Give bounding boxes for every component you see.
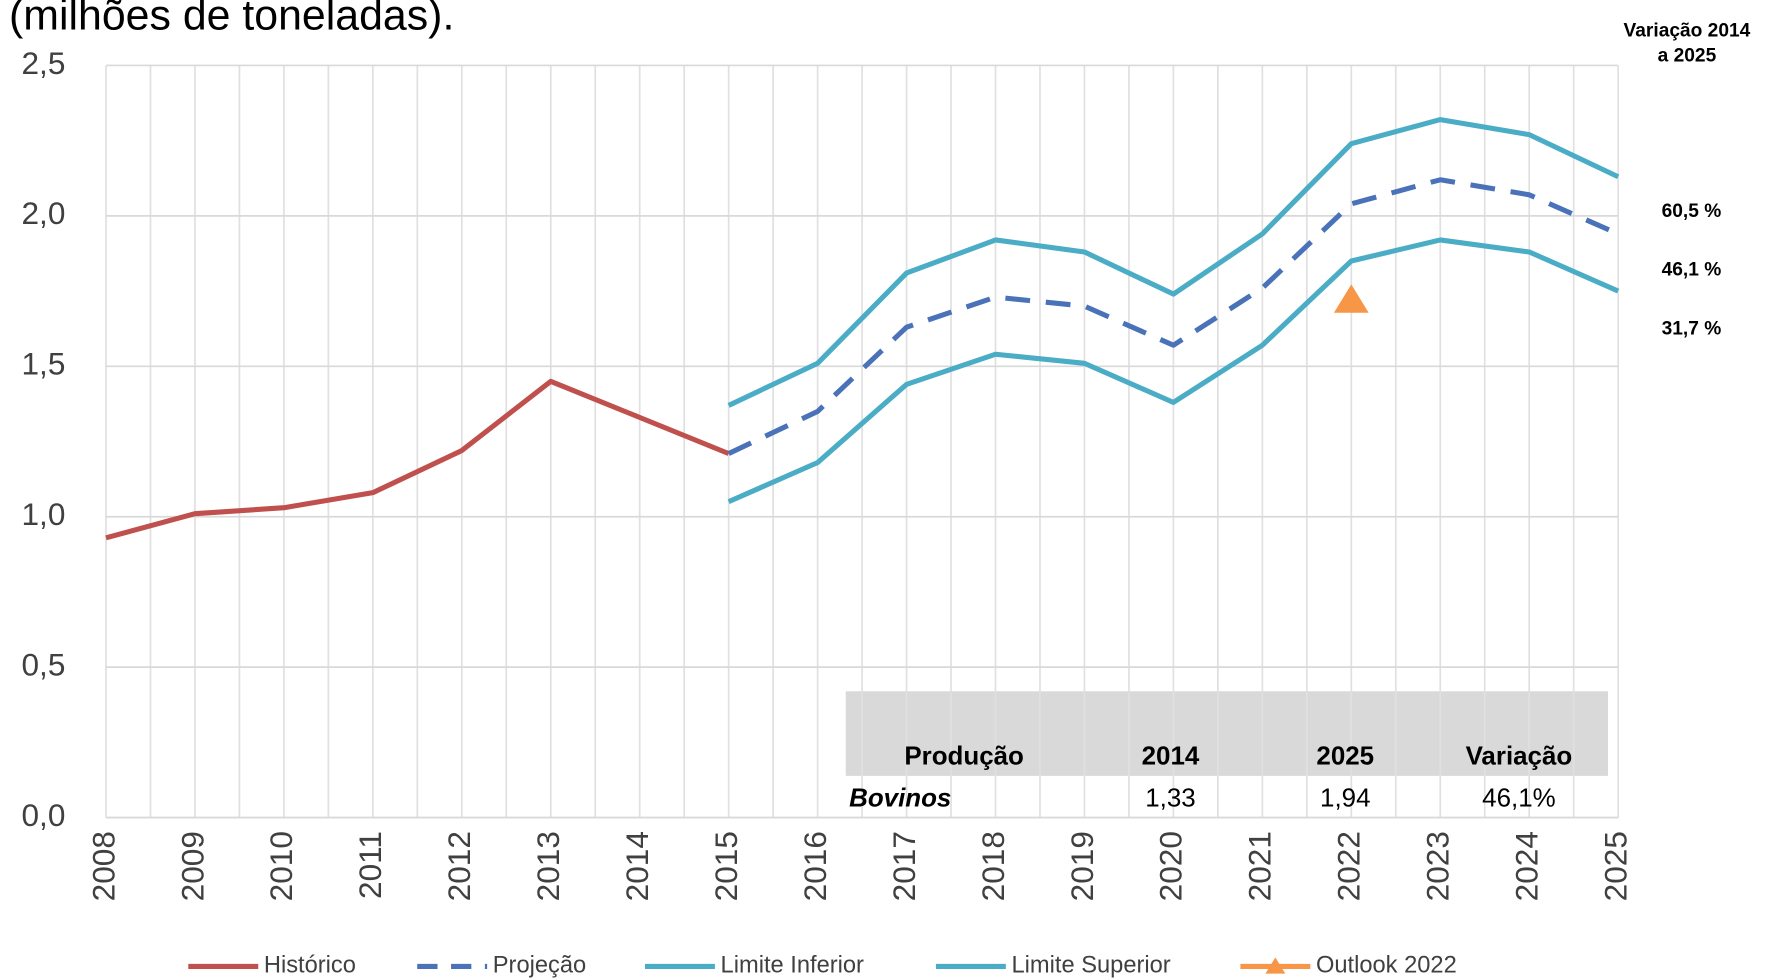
series-line xyxy=(105,378,730,541)
legend-label: Limite Superior xyxy=(1011,953,1170,979)
table-cell: 1,33 xyxy=(1145,784,1195,812)
x-tick-label: 2024 xyxy=(1509,831,1545,901)
table-cell: Bovinos xyxy=(849,784,951,812)
legend-label: Histórico xyxy=(264,953,356,979)
table-header: 2025 xyxy=(1316,743,1374,771)
x-tick-label: 2009 xyxy=(174,831,210,901)
legend-label: Outlook 2022 xyxy=(1316,953,1457,979)
x-tick-label: 2018 xyxy=(975,831,1011,901)
table-header-bg xyxy=(845,691,1609,776)
y-tick-label: 1,0 xyxy=(22,496,66,532)
x-tick-label: 2010 xyxy=(263,831,299,901)
legend-marker xyxy=(1265,957,1286,974)
y-tick-label: 2,5 xyxy=(22,45,66,81)
table-cell: 46,1% xyxy=(1482,784,1556,812)
legend-label: Projeção xyxy=(493,953,586,979)
x-tick-label: 2014 xyxy=(619,831,655,901)
series-line xyxy=(727,177,1620,456)
table-header: Variação xyxy=(1466,743,1573,771)
x-tick-label: 2015 xyxy=(708,831,744,901)
x-tick-label: 2022 xyxy=(1331,831,1367,901)
x-tick-label: 2017 xyxy=(886,831,922,901)
x-tick-label: 2019 xyxy=(1064,831,1100,901)
y-tick-label: 2,0 xyxy=(22,195,66,231)
table-header: 2014 xyxy=(1142,743,1200,771)
x-tick-label: 2021 xyxy=(1242,831,1278,901)
x-tick-label: 2023 xyxy=(1420,831,1456,901)
x-tick-label: 2013 xyxy=(530,831,566,901)
y-tick-label: 0,0 xyxy=(22,797,66,833)
x-tick-label: 2016 xyxy=(797,831,833,901)
legend-label: Limite Inferior xyxy=(721,953,865,979)
series-line xyxy=(727,237,1620,505)
annotation-label: 60,5 % xyxy=(1662,201,1722,222)
annotation-label: 31,7 % xyxy=(1662,318,1722,339)
annotation-label: 46,1 % xyxy=(1662,260,1722,281)
annotation-heading: Variação 2014 xyxy=(1624,21,1751,42)
x-tick-label: 2008 xyxy=(85,831,121,901)
table-header: Produção xyxy=(904,743,1024,771)
x-tick-label: 2020 xyxy=(1153,831,1189,901)
marker xyxy=(1333,284,1369,313)
x-tick-label: 2012 xyxy=(441,831,477,901)
table-cell: 1,94 xyxy=(1320,784,1370,812)
chart-title: (milhões de toneladas). xyxy=(9,0,454,39)
x-tick-label: 2011 xyxy=(352,831,388,899)
x-tick-label: 2025 xyxy=(1597,831,1633,901)
annotation-heading: a 2025 xyxy=(1658,45,1717,66)
y-tick-label: 0,5 xyxy=(22,646,66,682)
y-tick-label: 1,5 xyxy=(22,346,66,382)
series-line xyxy=(727,117,1620,408)
